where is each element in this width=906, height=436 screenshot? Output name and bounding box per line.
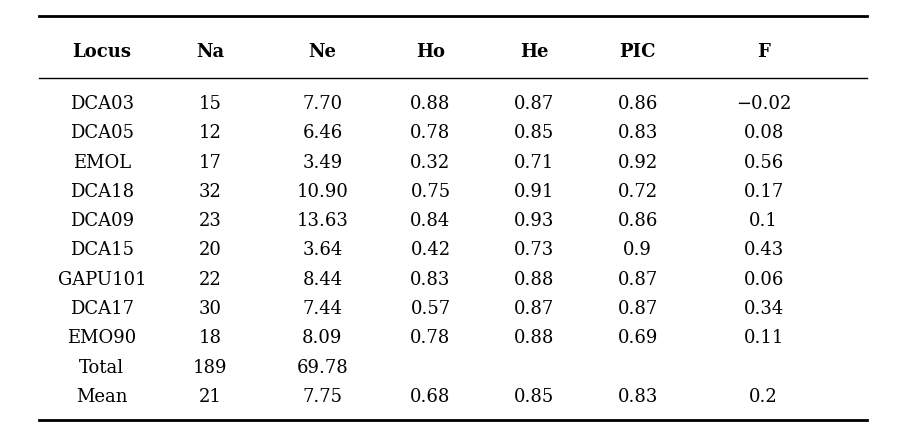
Text: Locus: Locus — [72, 43, 131, 61]
Text: 8.09: 8.09 — [303, 330, 342, 347]
Text: F: F — [757, 43, 770, 61]
Text: 0.34: 0.34 — [744, 300, 784, 318]
Text: DCA15: DCA15 — [70, 242, 134, 259]
Text: 13.63: 13.63 — [296, 212, 349, 230]
Text: 3.49: 3.49 — [303, 153, 342, 171]
Text: 0.83: 0.83 — [410, 271, 450, 289]
Text: He: He — [520, 43, 548, 61]
Text: 0.43: 0.43 — [744, 242, 784, 259]
Text: 0.88: 0.88 — [410, 95, 450, 113]
Text: 69.78: 69.78 — [296, 359, 348, 377]
Text: 0.87: 0.87 — [618, 300, 658, 318]
Text: EMOL: EMOL — [72, 153, 130, 171]
Text: 32: 32 — [198, 183, 221, 201]
Text: 0.72: 0.72 — [618, 183, 658, 201]
Text: 0.85: 0.85 — [514, 124, 554, 142]
Text: 0.06: 0.06 — [744, 271, 784, 289]
Text: 0.78: 0.78 — [410, 330, 450, 347]
Text: 23: 23 — [198, 212, 221, 230]
Text: 0.91: 0.91 — [514, 183, 554, 201]
Text: 0.75: 0.75 — [410, 183, 450, 201]
Text: Ne: Ne — [308, 43, 336, 61]
Text: 0.08: 0.08 — [744, 124, 784, 142]
Text: 0.11: 0.11 — [744, 330, 784, 347]
Text: 0.86: 0.86 — [617, 212, 658, 230]
Text: 17: 17 — [198, 153, 221, 171]
Text: 0.2: 0.2 — [749, 388, 778, 406]
Text: 21: 21 — [198, 388, 221, 406]
Text: 30: 30 — [198, 300, 221, 318]
Text: 0.68: 0.68 — [410, 388, 450, 406]
Text: 0.87: 0.87 — [618, 271, 658, 289]
Text: 189: 189 — [193, 359, 227, 377]
Text: 12: 12 — [198, 124, 221, 142]
Text: 0.88: 0.88 — [514, 330, 554, 347]
Text: 0.87: 0.87 — [514, 95, 554, 113]
Text: EMO90: EMO90 — [67, 330, 137, 347]
Text: 15: 15 — [198, 95, 221, 113]
Text: 7.70: 7.70 — [303, 95, 342, 113]
Text: 0.71: 0.71 — [514, 153, 554, 171]
Text: PIC: PIC — [620, 43, 656, 61]
Text: Ho: Ho — [416, 43, 445, 61]
Text: Mean: Mean — [76, 388, 128, 406]
Text: 0.85: 0.85 — [514, 388, 554, 406]
Text: 0.9: 0.9 — [623, 242, 652, 259]
Text: 3.64: 3.64 — [303, 242, 342, 259]
Text: 0.32: 0.32 — [410, 153, 450, 171]
Text: DCA05: DCA05 — [70, 124, 134, 142]
Text: 0.87: 0.87 — [514, 300, 554, 318]
Text: 0.86: 0.86 — [617, 95, 658, 113]
Text: 22: 22 — [198, 271, 221, 289]
Text: 0.92: 0.92 — [618, 153, 658, 171]
Text: 18: 18 — [198, 330, 221, 347]
Text: 0.73: 0.73 — [514, 242, 554, 259]
Text: DCA17: DCA17 — [70, 300, 134, 318]
Text: GAPU101: GAPU101 — [57, 271, 146, 289]
Text: 10.90: 10.90 — [296, 183, 349, 201]
Text: 0.1: 0.1 — [749, 212, 778, 230]
Text: Na: Na — [196, 43, 224, 61]
Text: 0.83: 0.83 — [617, 124, 658, 142]
Text: 0.88: 0.88 — [514, 271, 554, 289]
Text: 0.69: 0.69 — [617, 330, 658, 347]
Text: 0.57: 0.57 — [410, 300, 450, 318]
Text: 0.17: 0.17 — [744, 183, 784, 201]
Text: 20: 20 — [198, 242, 221, 259]
Text: 0.78: 0.78 — [410, 124, 450, 142]
Text: Total: Total — [79, 359, 124, 377]
Text: 0.56: 0.56 — [744, 153, 784, 171]
Text: DCA09: DCA09 — [70, 212, 134, 230]
Text: 0.93: 0.93 — [514, 212, 554, 230]
Text: DCA18: DCA18 — [70, 183, 134, 201]
Text: 8.44: 8.44 — [303, 271, 342, 289]
Text: 0.84: 0.84 — [410, 212, 450, 230]
Text: 7.75: 7.75 — [303, 388, 342, 406]
Text: 7.44: 7.44 — [303, 300, 342, 318]
Text: 6.46: 6.46 — [303, 124, 342, 142]
Text: 0.42: 0.42 — [410, 242, 450, 259]
Text: DCA03: DCA03 — [70, 95, 134, 113]
Text: 0.83: 0.83 — [617, 388, 658, 406]
Text: −0.02: −0.02 — [736, 95, 791, 113]
